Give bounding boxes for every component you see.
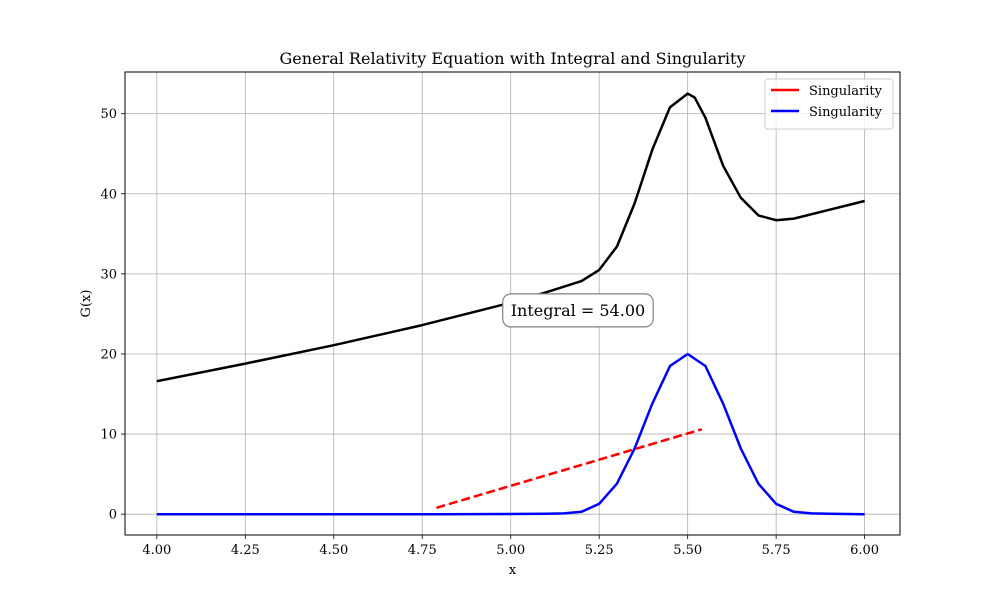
y-axis-label: G(x) bbox=[79, 290, 94, 318]
annotation: Integral = 54.00 bbox=[502, 293, 654, 328]
series-layer bbox=[156, 92, 865, 516]
ticks: 4.00 4.25 4.50 4.75 5.00 5.25 5.50 5.75 6.00 0 10 2… bbox=[100, 107, 879, 558]
x-tick-label: 5.75 bbox=[762, 543, 791, 558]
x-tick-label: 5.00 bbox=[496, 543, 525, 558]
x-tick-label: 5.50 bbox=[673, 543, 702, 558]
x-tick-label: 6.00 bbox=[850, 543, 879, 558]
annotation-box bbox=[502, 293, 654, 328]
y-tick-label: 20 bbox=[100, 347, 117, 362]
series-line-3 bbox=[156, 352, 865, 516]
legend-box bbox=[764, 78, 894, 130]
x-tick-label: 4.75 bbox=[408, 543, 437, 558]
y-tick-label: 10 bbox=[100, 428, 117, 443]
chart-title: General Relativity Equation with Integra… bbox=[280, 49, 746, 68]
x-axis-label: x bbox=[509, 563, 517, 578]
plot-area-frame bbox=[124, 71, 901, 536]
legend-label: Singularity bbox=[809, 105, 883, 120]
y-tick-label: 40 bbox=[100, 187, 117, 202]
series-line-1 bbox=[156, 92, 865, 383]
x-tick-label: 4.50 bbox=[319, 543, 348, 558]
y-tick-label: 30 bbox=[100, 267, 117, 282]
x-tick-label: 4.00 bbox=[142, 543, 171, 558]
x-tick-label: 4.25 bbox=[231, 543, 260, 558]
annotation-text: Integral = 54.00 bbox=[511, 301, 645, 320]
series-line-2 bbox=[436, 428, 703, 509]
y-tick-label: 0 bbox=[109, 508, 117, 523]
y-tick-label: 50 bbox=[100, 107, 117, 122]
legend-label: Singularity bbox=[809, 84, 883, 99]
x-tick-label: 5.25 bbox=[585, 543, 614, 558]
legend: Singularity Singularity bbox=[764, 78, 894, 130]
